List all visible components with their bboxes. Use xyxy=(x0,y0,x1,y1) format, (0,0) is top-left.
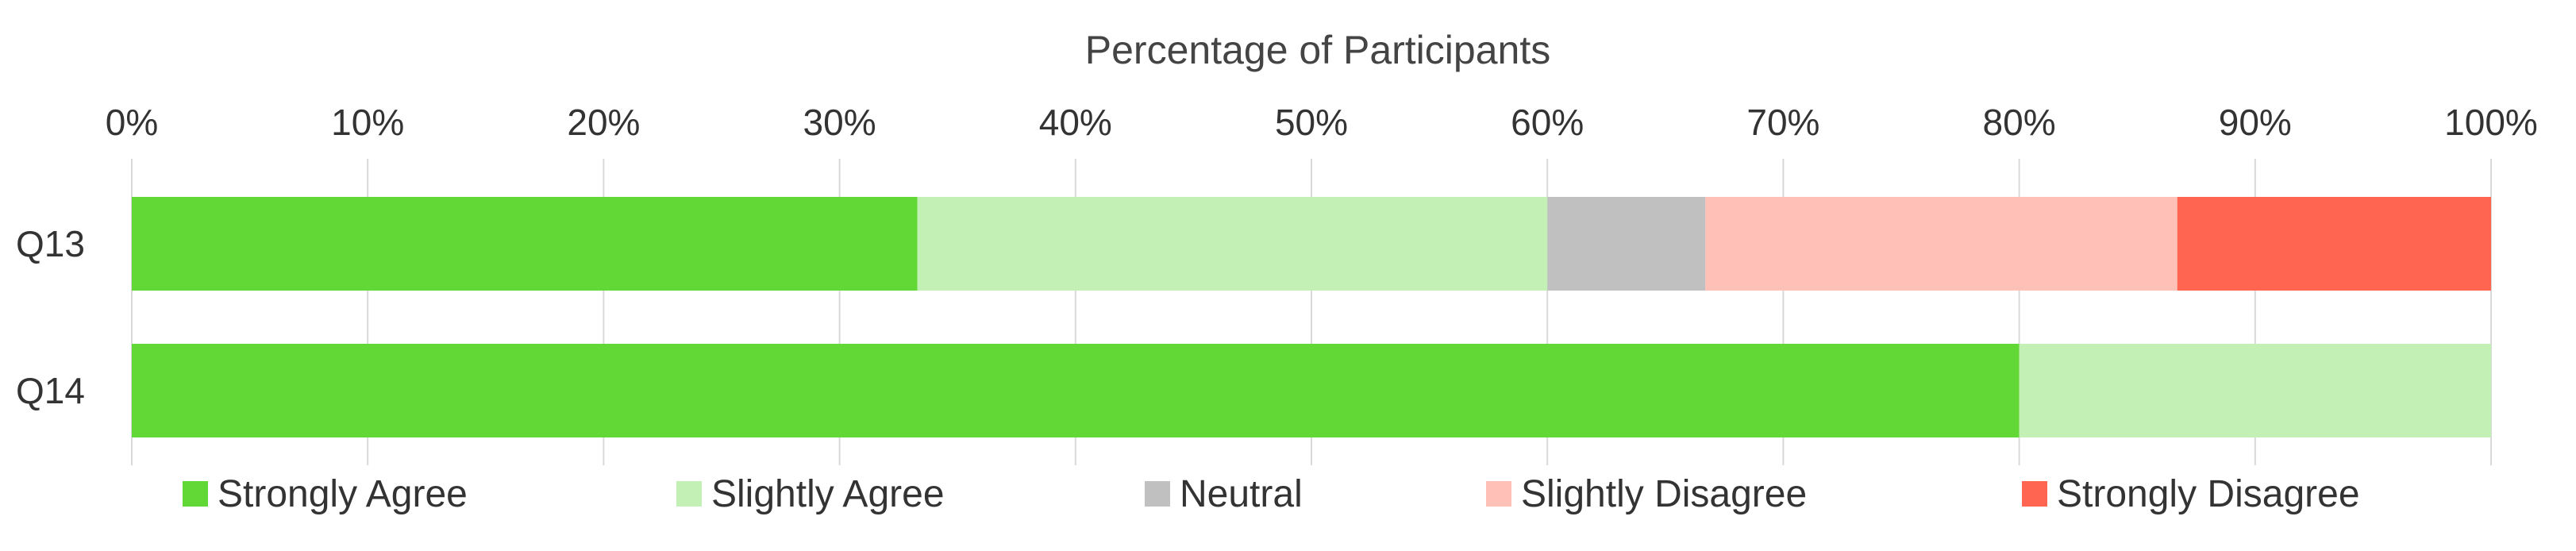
legend-label: Neutral xyxy=(1180,473,1303,515)
legend-swatch xyxy=(676,481,702,507)
legend-item-strongly-disagree: Strongly Disagree xyxy=(2022,473,2360,515)
bar-q14-strongly-agree xyxy=(132,344,2020,437)
legend-label: Slightly Agree xyxy=(711,473,945,515)
legend-swatch xyxy=(1145,481,1170,507)
legend-item-slightly-agree: Slightly Agree xyxy=(676,473,945,515)
x-tick-label: 30% xyxy=(803,102,876,143)
bar-q13-slightly-agree xyxy=(917,197,1548,291)
category-label: Q14 xyxy=(16,370,85,411)
legend-item-neutral: Neutral xyxy=(1145,473,1303,515)
bar-q13-strongly-agree xyxy=(132,197,918,291)
category-label: Q13 xyxy=(16,223,85,264)
x-tick-label: 90% xyxy=(2219,102,2292,143)
x-tick-label: 50% xyxy=(1275,102,1348,143)
bar-q13-slightly-disagree xyxy=(1705,197,2177,291)
legend: Strongly Agree Slightly Agree Neutral Sligh… xyxy=(183,473,2360,515)
x-tick-label: 80% xyxy=(1983,102,2056,143)
x-tick-label: 100% xyxy=(2444,102,2538,143)
x-axis-title: Percentage of Participants xyxy=(1085,28,1550,72)
bar-q13-strongly-disagree xyxy=(2177,197,2491,291)
legend-label: Strongly Disagree xyxy=(2057,473,2360,515)
x-tick-label: 70% xyxy=(1746,102,1819,143)
legend-swatch xyxy=(1486,481,1511,507)
legend-label: Strongly Agree xyxy=(218,473,468,515)
legend-label: Slightly Disagree xyxy=(1521,473,1807,515)
x-tick-label: 10% xyxy=(331,102,404,143)
category-labels: Q13 Q14 xyxy=(16,223,85,411)
x-tick-label: 60% xyxy=(1511,102,1584,143)
x-tick-label: 40% xyxy=(1039,102,1112,143)
x-tick-label: 0% xyxy=(106,102,158,143)
bar-q14-slightly-agree xyxy=(2019,344,2491,437)
x-tick-labels: 0% 10% 20% 30% 40% 50% 60% 70% 80% 90% 100% xyxy=(106,102,2538,143)
x-tick-label: 20% xyxy=(567,102,640,143)
legend-item-strongly-agree: Strongly Agree xyxy=(183,473,468,515)
legend-swatch xyxy=(2022,481,2047,507)
legend-item-slightly-disagree: Slightly Disagree xyxy=(1486,473,1807,515)
bars xyxy=(132,197,2491,437)
bar-q13-neutral xyxy=(1547,197,1706,291)
legend-swatch xyxy=(183,481,208,507)
